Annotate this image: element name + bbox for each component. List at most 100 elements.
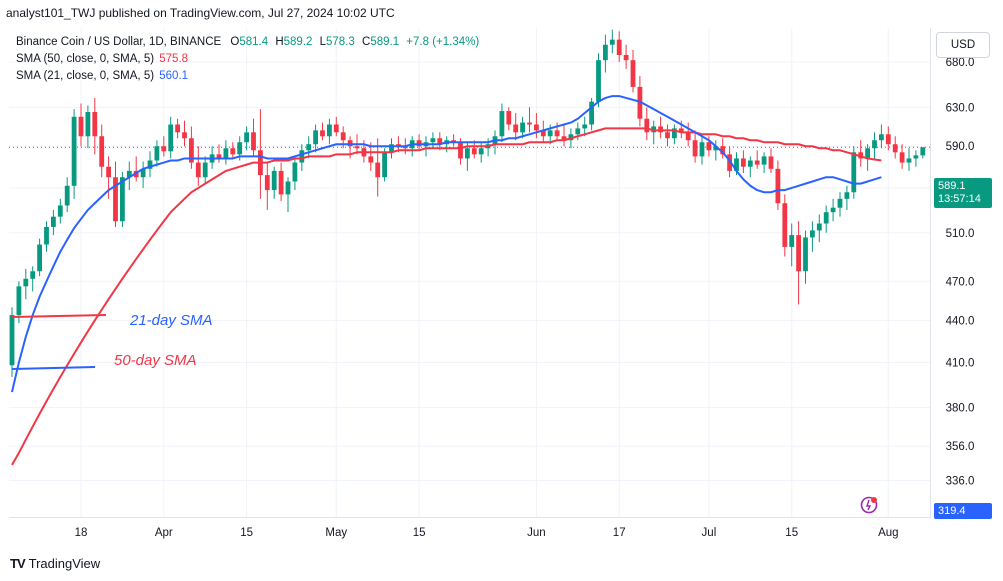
y-tick-label: 356.0: [946, 441, 975, 453]
chart-legend: Binance Coin / US Dollar, 1D, BINANCE O5…: [16, 34, 479, 85]
legend-open-label: O: [230, 36, 240, 48]
currency-button[interactable]: USD: [936, 32, 990, 58]
candle-body: [499, 111, 505, 137]
footer-brand-text: TradingView: [28, 556, 101, 571]
candle-body: [844, 192, 850, 199]
candle-body: [313, 130, 318, 145]
candle-body: [382, 152, 387, 178]
legend-high-value: 589.2: [283, 36, 313, 48]
legend-symbol-row: Binance Coin / US Dollar, 1D, BINANCE O5…: [16, 34, 479, 51]
legend-sma50-value: 575.8: [159, 53, 189, 65]
y-tick-label: 680.0: [946, 57, 975, 69]
candle-body: [561, 136, 567, 141]
y-tick-label: 590.0: [946, 141, 975, 153]
legend-sma21-value: 560.1: [159, 70, 189, 82]
legend-change: +7.8 (+1.34%): [406, 36, 480, 48]
legend-symbol: Binance Coin / US Dollar, 1D, BINANCE: [16, 36, 222, 48]
candle-body: [251, 132, 256, 151]
candle-body: [437, 138, 443, 145]
candle-body: [430, 138, 436, 143]
candle-body: [175, 124, 180, 133]
candle-body: [230, 148, 236, 155]
candle-body: [71, 116, 77, 186]
candle-body: [885, 134, 891, 145]
candle-body: [540, 130, 546, 137]
candle-body: [147, 160, 153, 169]
candle-body: [678, 128, 684, 133]
candle-body: [57, 205, 63, 217]
alert-badge-icon[interactable]: [858, 494, 880, 516]
candle-body: [837, 198, 843, 208]
legend-open-value: 581.4: [239, 36, 269, 48]
x-tick-label: Aug: [878, 527, 898, 539]
y-tick-label: 336.0: [946, 476, 975, 488]
footer-brand[interactable]: TV TradingView: [10, 556, 100, 571]
candle-body: [672, 128, 677, 139]
x-tick-label: Apr: [155, 527, 173, 539]
legend-high-label: H: [275, 36, 284, 48]
candle-body: [547, 130, 553, 137]
bar-countdown: 13:57:14: [938, 193, 981, 205]
candle-body: [292, 162, 298, 182]
candle-body: [589, 101, 594, 125]
candle-body: [223, 148, 229, 159]
candle-body: [23, 278, 29, 287]
candle-body: [168, 124, 174, 152]
candle-body: [637, 86, 643, 119]
candle-body: [823, 212, 829, 224]
candle-body: [458, 142, 463, 159]
x-tick-label: Jul: [702, 527, 717, 539]
candle-body: [685, 132, 691, 141]
candle-body: [879, 134, 884, 141]
candle-body: [44, 226, 49, 245]
legend-close-label: C: [362, 36, 371, 48]
legend-low-value: 578.3: [326, 36, 355, 48]
legend-low-label: L: [319, 36, 327, 48]
candle-body: [120, 177, 125, 222]
y-tick-label: 440.0: [946, 315, 975, 327]
candle-body: [195, 162, 201, 178]
x-tick-label: 15: [240, 527, 253, 539]
legend-sma50-label: SMA (50, close, 0, SMA, 5): [16, 53, 155, 65]
candle-body: [623, 54, 629, 61]
candle-body: [64, 185, 70, 206]
candle-body: [154, 146, 160, 161]
candle-body: [796, 235, 801, 272]
candle-body: [913, 155, 919, 159]
candle-body: [644, 118, 650, 133]
sma50-line: [11, 127, 882, 466]
sma50-annotation: 50-day SMA: [114, 352, 197, 369]
candle-body: [140, 168, 146, 178]
candle-body: [527, 122, 532, 125]
candle-body: [699, 142, 705, 157]
candle-body: [920, 147, 926, 156]
candle-body: [630, 60, 636, 87]
candle-body: [554, 130, 560, 137]
sma50-pointer-line: [11, 366, 96, 370]
x-tick-label: May: [325, 527, 347, 539]
candle-body: [830, 207, 836, 213]
candle-body: [892, 144, 898, 153]
candle-body: [85, 112, 91, 137]
chart-pane[interactable]: [9, 28, 931, 518]
candle-body: [161, 146, 167, 152]
candle-body: [713, 146, 719, 151]
candle-body: [478, 148, 484, 155]
candle-body: [706, 142, 712, 151]
candle-body: [30, 271, 36, 279]
candle-body: [789, 235, 795, 247]
candle-body: [775, 168, 781, 204]
candle-body: [603, 44, 608, 61]
candle-body: [37, 244, 42, 272]
candle-body: [396, 144, 401, 147]
legend-sma21-row: SMA (21, close, 0, SMA, 5) 560.1: [16, 68, 479, 85]
candle-body: [782, 203, 788, 247]
candle-body: [520, 122, 525, 133]
candle-body: [320, 130, 325, 137]
candle-body: [906, 158, 912, 163]
candle-body: [865, 148, 870, 159]
candle-body: [471, 148, 477, 155]
candle-body: [665, 132, 670, 139]
candle-body: [78, 116, 84, 137]
